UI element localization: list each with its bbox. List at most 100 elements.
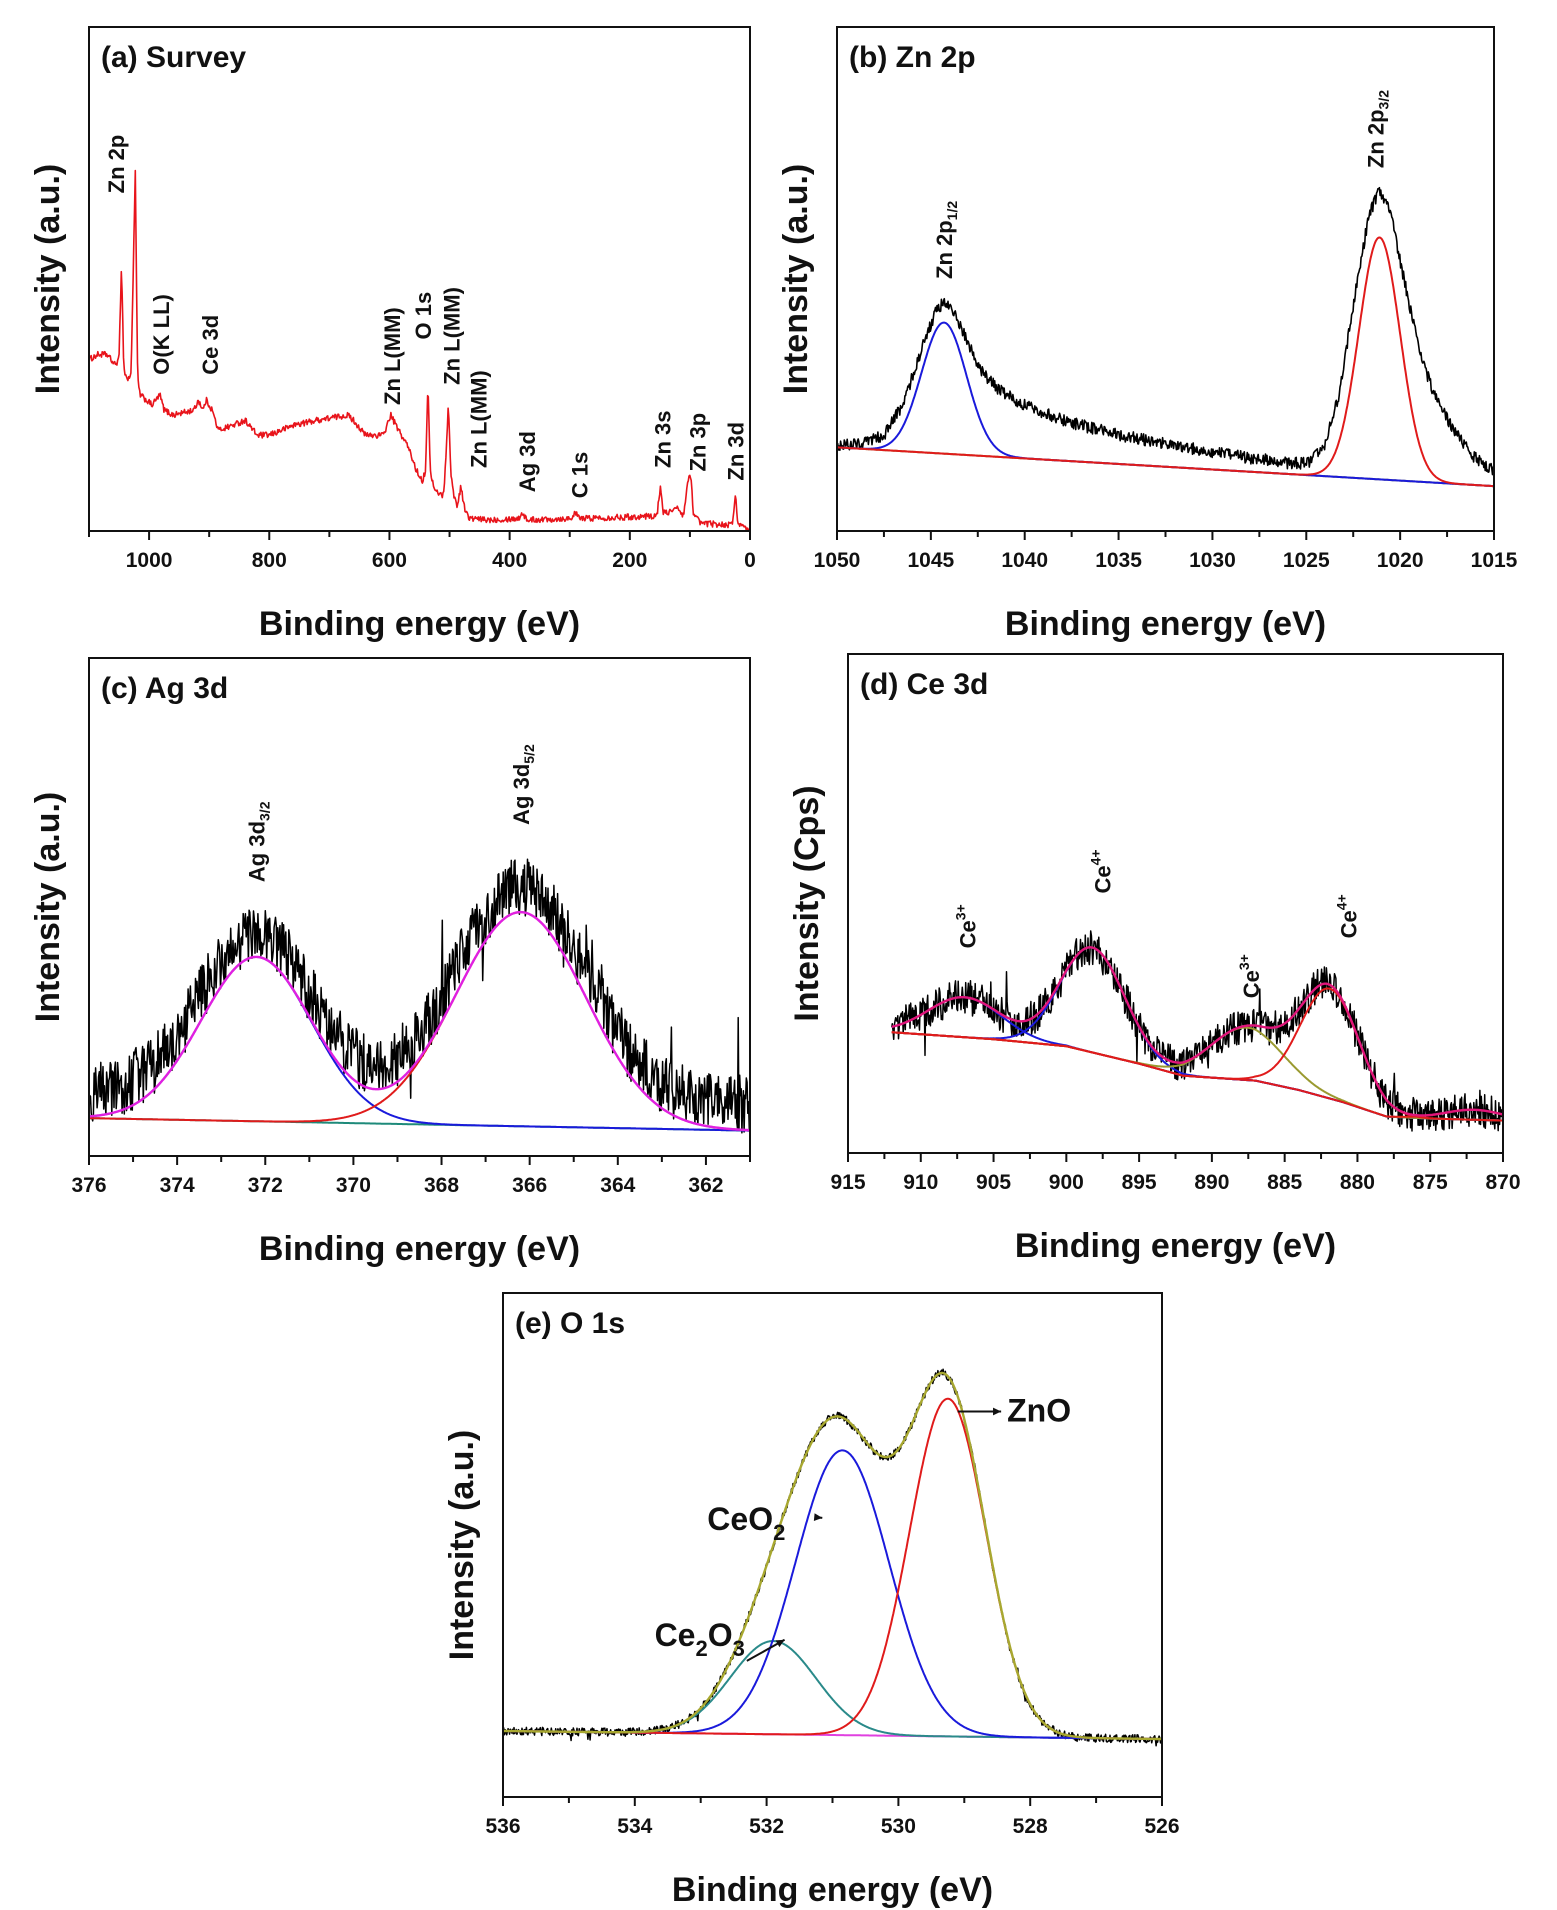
x-tick-label: 1000 <box>126 549 173 572</box>
x-tick-label: 875 <box>1413 1171 1448 1194</box>
annotation-text: Zn L(MM) <box>466 370 491 468</box>
peak-annotation: Ag 3d5/2 <box>509 744 537 825</box>
annotation-subscript: 1/2 <box>944 201 960 221</box>
annotation-subscript: 2 <box>695 1636 707 1661</box>
x-tick-label: 534 <box>617 1815 652 1838</box>
x-tick-label: 910 <box>903 1171 938 1194</box>
x-tick-label: 905 <box>976 1171 1011 1194</box>
annotation-superscript: 4+ <box>1334 894 1350 910</box>
x-axis-label: Binding energy (eV) <box>1005 605 1326 643</box>
y-axis-label: Intensity (a.u.) <box>29 792 67 1022</box>
annotation-text: Zn 2p <box>932 220 957 279</box>
y-axis-label: Intensity (Cps) <box>788 785 826 1021</box>
x-tick-label: 532 <box>749 1815 784 1838</box>
measured-data-line <box>89 858 750 1134</box>
measured-data-line <box>890 930 1503 1132</box>
peak-annotation: Ce3+ <box>952 904 980 948</box>
x-tick-label: 1035 <box>1095 549 1142 572</box>
peak-annotation: Zn 2p1/2 <box>932 201 960 279</box>
x-tick-label: 200 <box>612 549 647 572</box>
peak-annotation: Zn 2p3/2 <box>1364 90 1392 168</box>
x-tick-label: 1050 <box>814 549 861 572</box>
annotation-text: Ce <box>1239 970 1264 998</box>
peak-annotation: C 1s <box>567 452 592 498</box>
panel-b: 1050 1045 1040 1035 1030 1025 1020 1015 Binding … <box>777 26 1518 643</box>
peak-annotation: Zn 3s <box>650 411 675 468</box>
plot-area <box>89 169 750 531</box>
arrowhead-icon <box>775 1639 785 1648</box>
y-axis-label: Intensity (a.u.) <box>777 164 815 394</box>
annotation-text: O(K LL) <box>149 294 174 375</box>
panel-title: (c) Ag 3d <box>101 672 228 705</box>
annotation-subscript: 3/2 <box>1376 90 1392 110</box>
x-tick-label: 885 <box>1267 1171 1302 1194</box>
x-tick-label: 915 <box>830 1171 865 1194</box>
panel-title: (a) Survey <box>101 41 246 74</box>
plot-area <box>503 1368 1162 1747</box>
spectrum-line <box>89 169 750 531</box>
fit-envelope-line <box>891 946 1503 1117</box>
x-tick-label: 890 <box>1194 1171 1229 1194</box>
annotation-subscript: 3/2 <box>256 801 272 821</box>
annotation-text: CeO <box>707 1501 773 1537</box>
annotation-text: Zn L(MM) <box>380 307 405 405</box>
annotation-text: Zn 3s <box>650 411 675 468</box>
plot-frame <box>88 26 751 532</box>
y-axis-label: Intensity (a.u.) <box>29 164 67 394</box>
panel-d: 915 910 905 900 895 890 885 880 875 870 Binding en… <box>788 653 1521 1265</box>
x-axis-label: Binding energy (eV) <box>672 1871 993 1909</box>
annotation-text: Ce 3d <box>198 315 223 375</box>
peak-annotation: Zn L(MM) <box>439 287 464 385</box>
annotation-text: Zn 3d <box>724 422 749 481</box>
annotation-subscript: 5/2 <box>521 744 537 764</box>
peak-annotation: CeO2 <box>707 1501 785 1545</box>
annotation-superscript: 4+ <box>1088 849 1104 865</box>
annotation-text: Ce <box>955 920 980 948</box>
x-tick-label: 400 <box>492 549 527 572</box>
x-tick-label: 880 <box>1340 1171 1375 1194</box>
x-axis-label: Binding energy (eV) <box>259 605 580 643</box>
panel-a: 1000 800 600 400 200 0 Binding energy (eV) Inte… <box>29 26 756 643</box>
peak-annotation: Ag 3d <box>515 431 540 492</box>
annotation-text: Zn 3p <box>686 413 711 472</box>
x-tick-label: 530 <box>881 1815 916 1838</box>
x-tick-label: 368 <box>424 1174 459 1197</box>
x-tick-label: 372 <box>248 1174 283 1197</box>
fit-component-5 <box>891 1031 1503 1118</box>
x-tick-label: 528 <box>1013 1815 1048 1838</box>
annotation-text: Zn L(MM) <box>439 287 464 385</box>
peak-annotation: Ce3+ <box>1236 954 1264 998</box>
x-tick-label: 1020 <box>1377 549 1424 572</box>
x-tick-label: 1045 <box>907 549 954 572</box>
annotation-text: Zn 2p <box>1364 109 1389 168</box>
panel-title: (e) O 1s <box>515 1307 625 1340</box>
plot-area <box>89 858 750 1134</box>
x-axis-label: Binding energy (eV) <box>259 1230 580 1268</box>
spectrum-line <box>837 186 1494 476</box>
x-tick-label: 870 <box>1485 1171 1520 1194</box>
x-tick-label: 1030 <box>1189 549 1236 572</box>
x-axis-label: Binding energy (eV) <box>1015 1227 1336 1265</box>
panel-title: (d) Ce 3d <box>860 668 988 701</box>
x-tick-label: 1040 <box>1001 549 1048 572</box>
peak-annotation: Zn 3p <box>686 413 711 472</box>
plot-area <box>890 930 1503 1132</box>
arrowhead-icon <box>993 1407 1002 1416</box>
peak-annotation: Ce4+ <box>1088 849 1116 893</box>
annotation-subscript: 3 <box>733 1636 745 1661</box>
annotation-text: Ag 3d <box>515 431 540 492</box>
annotation-text: Zn 2p <box>104 135 129 194</box>
fit-envelope-line <box>89 910 750 1132</box>
annotation-text: Ce <box>1337 910 1362 938</box>
peak-annotation: Ce2O3 <box>655 1617 745 1661</box>
x-tick-label: 536 <box>485 1815 520 1838</box>
annotation-text: O 1s <box>411 292 436 340</box>
peak-annotation: Zn 3d <box>724 422 749 481</box>
x-tick-label: 0 <box>744 549 756 572</box>
plot-frame <box>88 657 751 1157</box>
peak-annotation: Ce4+ <box>1334 894 1362 938</box>
x-tick-label: 370 <box>336 1174 371 1197</box>
fit-envelope-line <box>503 1371 1162 1741</box>
